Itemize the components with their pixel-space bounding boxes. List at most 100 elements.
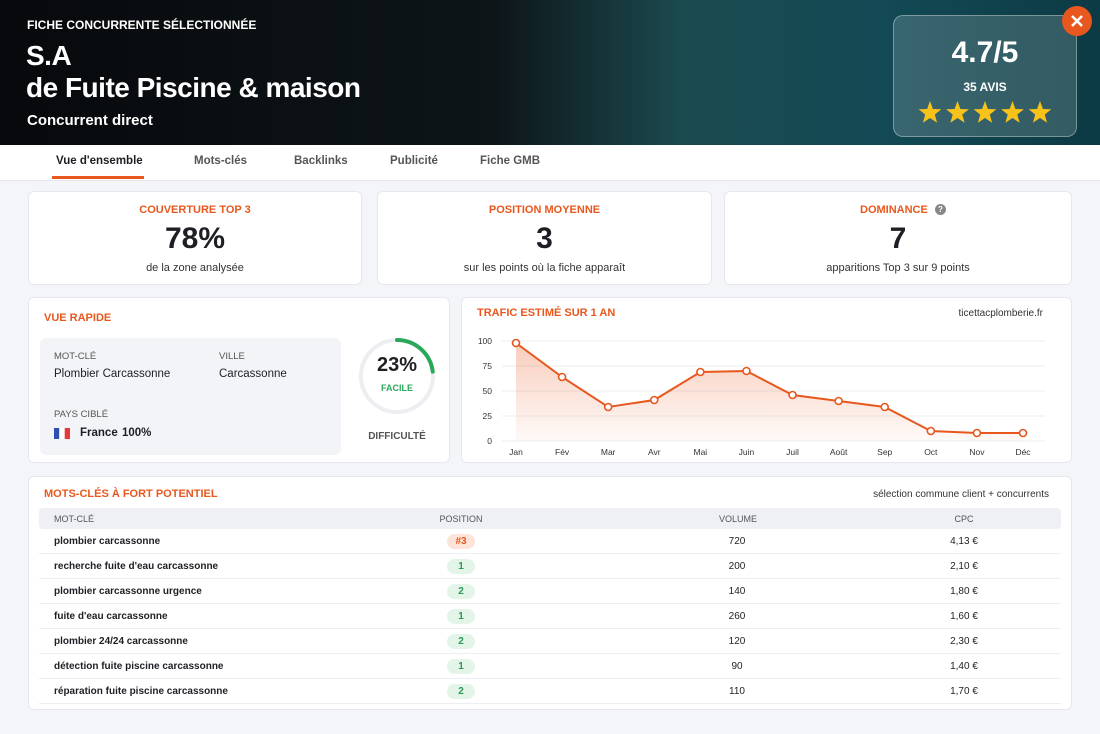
chart-annotation: ticettacplomberie.fr [959, 308, 1044, 319]
kpi-sub: de la zone analysée [146, 262, 244, 274]
keyword: fuite d'eau carcassonne [54, 611, 168, 622]
chart-title: TRAFIC ESTIMÉ SUR 1 AN [477, 306, 615, 319]
table-row: recherche fuite d'eau carcassonne 1 200 2,1… [39, 554, 1061, 579]
star [946, 101, 969, 123]
field-value: Plombier Carcassonne [54, 368, 171, 380]
difficulty-arc [359, 338, 435, 414]
point [557, 372, 567, 382]
x-tick-label: Déc [1015, 447, 1031, 457]
table-row: réparation fuite piscine carcassonne 2 110… [39, 679, 1061, 704]
kpi-label: COUVERTURE TOP 3 [139, 204, 251, 216]
cpc: 4,13 € [950, 536, 978, 547]
volume: 90 [731, 661, 743, 672]
column-header: VOLUME [719, 514, 758, 524]
table-row: détection fuite piscine carcassonne 1 90 1,… [39, 654, 1061, 679]
title: S.A [26, 40, 72, 71]
point [603, 402, 613, 412]
kpi-card: DOMINANCE? 7 apparitions Top 3 sur 9 point… [724, 191, 1072, 285]
field-label: MOT-CLÉ [54, 351, 97, 362]
subtitle: Concurrent direct [27, 112, 153, 129]
position-badge: 2 [447, 634, 475, 649]
point [880, 402, 890, 412]
table-row: plombier 24/24 carcassonne 2 120 2,30 € [39, 629, 1061, 654]
cpc: 2,10 € [950, 561, 978, 572]
kpi-sub: sur les points où la fiche apparaît [463, 262, 626, 274]
position-badge: 2 [447, 584, 475, 599]
tab[interactable]: Publicité [390, 155, 438, 167]
x-tick-label: Avr [648, 447, 661, 457]
column-header: CPC [954, 514, 974, 524]
cpc: 1,80 € [950, 586, 978, 597]
point [972, 428, 982, 438]
fields-box: MOT-CLÉ Plombier Carcassonne VILLE Carca… [40, 338, 341, 455]
tab[interactable]: Vue d'ensemble [56, 155, 143, 167]
rating: 4.7/5 [951, 36, 1019, 69]
star [918, 101, 942, 123]
cpc: 2,30 € [950, 636, 978, 647]
rating-box: 4.7/5 35 AVIS [893, 15, 1077, 137]
kpi-label: POSITION MOYENNE [488, 204, 601, 216]
volume: 260 [728, 611, 746, 622]
area [516, 343, 1023, 441]
kpi-value: 78% [164, 222, 226, 255]
cpc: 1,70 € [950, 686, 978, 697]
title: de Fuite Piscine & maison [26, 72, 361, 103]
cpc: 1,40 € [950, 661, 978, 672]
point [649, 395, 659, 405]
keyword: détection fuite piscine carcassonne [54, 661, 224, 672]
tab[interactable]: Backlinks [294, 155, 348, 167]
kpi-card: POSITION MOYENNE 3 sur les points où la fi… [377, 191, 712, 285]
field-label: PAYS CIBLÉ [54, 409, 109, 420]
stars [918, 101, 1052, 123]
volume: 120 [728, 636, 746, 647]
volume: 200 [728, 561, 746, 572]
table-row: fuite d'eau carcassonne 1 260 1,60 € [39, 604, 1061, 629]
keyword: plombier carcassonne [54, 536, 161, 547]
x-tick-label: Sep [877, 447, 892, 457]
keyword: recherche fuite d'eau carcassonne [54, 561, 219, 572]
y-tick-label: 50 [483, 386, 493, 396]
field-value: France [80, 427, 118, 439]
volume: 720 [728, 536, 746, 547]
tab-bar: Vue d'ensemble Mots-clés Backlinks Publicit… [0, 145, 1100, 181]
kpi-value: 3 [536, 222, 553, 255]
quick-view: VUE RAPIDE MOT-CLÉ Plombier Carcassonne … [28, 297, 450, 463]
chart-card: TRAFIC ESTIMÉ SUR 1 AN ticettacplomberie… [461, 297, 1072, 463]
close-button[interactable] [1061, 6, 1093, 38]
star [973, 101, 997, 123]
y-tick-label: 0 [487, 436, 492, 446]
position-badge: #3 [447, 534, 475, 549]
x-tick-label: Fév [555, 447, 570, 457]
x-tick-label: Oct [924, 447, 938, 457]
point [834, 396, 843, 406]
difficulty-level: FACILE [381, 383, 413, 393]
point [1018, 428, 1028, 438]
cpc: 1,60 € [950, 611, 978, 622]
x-tick-label: Août [830, 447, 848, 457]
keyword: plombier 24/24 carcassonne [54, 636, 188, 647]
keyword: plombier carcassonne urgence [54, 586, 202, 597]
position-badge: 1 [447, 559, 475, 574]
x-tick-label: Nov [969, 447, 985, 457]
star [1001, 101, 1024, 123]
column-header: MOT-CLÉ [54, 514, 95, 524]
y-tick-label: 25 [483, 411, 493, 421]
tab[interactable]: Mots-clés [194, 155, 248, 167]
x-tick-label: Juin [739, 447, 755, 457]
x-tick-label: Mai [694, 447, 708, 457]
point [926, 426, 936, 436]
table-row: plombier carcassonne #3 720 4,13 € [39, 529, 1061, 554]
help-icon: ? [935, 204, 946, 215]
tab-indicator [52, 176, 144, 179]
chart: TRAFIC ESTIMÉ SUR 1 AN ticettacplomberie… [477, 306, 1045, 457]
kpi-value: 7 [889, 222, 907, 255]
tab[interactable]: Fiche GMB [480, 155, 541, 167]
point [788, 390, 797, 400]
field-label: VILLE [219, 351, 245, 362]
point [696, 367, 705, 377]
y-tick-label: 75 [483, 361, 493, 371]
card-title: VUE RAPIDE [44, 312, 112, 324]
keyword: réparation fuite piscine carcassonne [54, 686, 228, 697]
table-header: MOT-CLÉ POSITION VOLUME CPC [39, 508, 1061, 529]
